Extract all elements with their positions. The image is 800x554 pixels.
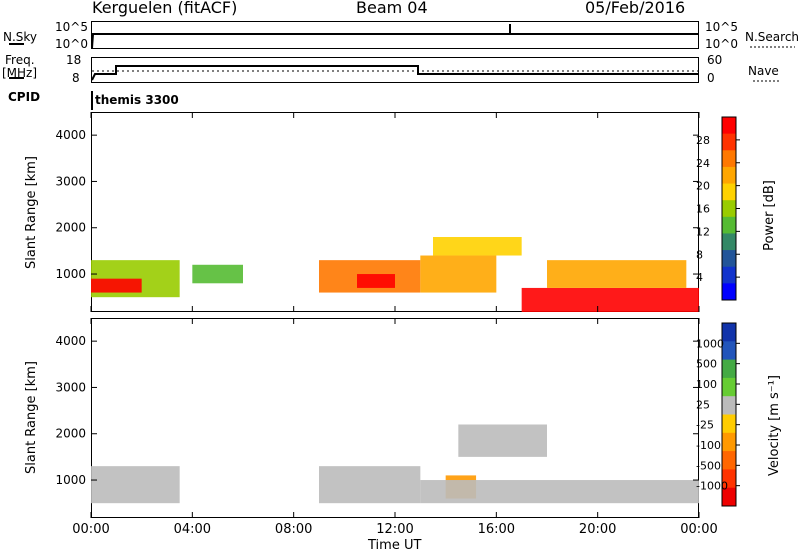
power-colorbar-cell (722, 133, 736, 151)
colorbar-tick-label: -100 (696, 439, 721, 452)
velocity-colorbar-cell (722, 432, 736, 452)
colorbar-tick-label: 1000 (696, 337, 724, 350)
power-region (547, 260, 687, 288)
freq-label: Freq. (5, 53, 35, 67)
colorbar-tick-label: 28 (696, 134, 710, 147)
power-region (420, 255, 497, 293)
power-colorbar-cell (722, 166, 736, 185)
nsearch-label: N.Search (745, 30, 800, 44)
freq-tick-bottom: 8 (72, 71, 80, 85)
velocity-region (91, 466, 180, 504)
velocity-region (420, 480, 699, 504)
colorbar-tick-label: 12 (696, 225, 710, 238)
date-title: 05/Feb/2016 (585, 0, 686, 17)
colorbar-tick-label: -25 (696, 419, 714, 432)
colorbar-tick-label: -500 (696, 459, 721, 472)
colorbar-frame (721, 322, 737, 507)
colorbar-tick-label: 20 (696, 180, 710, 193)
y-tick-label: 1000 (55, 267, 86, 281)
freq-tick-top: 18 (66, 53, 82, 67)
nsky-line (91, 33, 699, 49)
colorbar-tick-label: 24 (696, 157, 710, 170)
power-region (357, 274, 395, 288)
power-region (433, 237, 522, 256)
velocity-colorbar-cell (722, 487, 736, 507)
cpid-program: themis 3300 (95, 93, 179, 107)
power-colorbar-cell (722, 183, 736, 201)
cpid-label: CPID (8, 90, 41, 104)
power-colorbar-cell (722, 283, 736, 301)
power-colorbar-cell (722, 216, 736, 234)
x-tick-label: 20:00 (579, 522, 616, 537)
nsky-tick-top: 10^5 (55, 20, 88, 34)
power-region (91, 278, 142, 293)
velocity-colorbar-cell (722, 469, 736, 489)
power-colorbar-cell (722, 200, 736, 218)
power-colorbar-cell (722, 117, 736, 135)
power-colorbar-cell (722, 233, 736, 251)
nave-label: Nave (748, 64, 779, 78)
velocity-colorbar-cell (722, 396, 736, 415)
freq-unit: [MHz] (2, 66, 38, 80)
velocity-colorbar-cell (722, 323, 736, 342)
velocity-colorbar-cell (722, 451, 736, 470)
x-tick-label: 12:00 (376, 522, 413, 537)
power-colorbar-cell (722, 266, 736, 284)
power-region (521, 287, 699, 312)
x-tick-label: 16:00 (478, 522, 515, 537)
colorbar-tick-label: 4 (696, 271, 703, 284)
x-axis-label: Time UT (368, 538, 422, 553)
nsearch-tick-bottom: 10^0 (705, 37, 738, 51)
colorbar-tick-label: 500 (696, 358, 717, 371)
velocity-colorbar-cell (722, 341, 736, 361)
y-tick-label: 2000 (55, 427, 86, 441)
y-tick-label: 1000 (55, 473, 86, 487)
freq-panel (91, 57, 699, 83)
velocity-colorbar-cell (722, 359, 736, 379)
x-tick-label: 04:00 (174, 522, 211, 537)
power-colorbar-cell (722, 150, 736, 168)
y-tick-label: 3000 (55, 380, 86, 394)
x-tick-label: 00:00 (72, 522, 109, 537)
nave-tick-bottom: 0 (707, 71, 715, 85)
x-tick-label: 00:00 (680, 522, 717, 537)
beam-title: Beam 04 (356, 0, 428, 17)
nsearch-tick-top: 10^5 (705, 20, 738, 34)
colorbar-tick-label: 16 (696, 203, 710, 216)
velocity-colorbar-cell (722, 414, 736, 434)
velocity-colorbar-cell (722, 377, 736, 397)
colorbar-tick-label: 8 (696, 248, 703, 261)
colorbar-tick-label: 25 (696, 398, 710, 411)
power-colorbar-cell (722, 250, 736, 268)
freq-line (91, 65, 699, 81)
velocity-region (319, 466, 421, 504)
x-tick-label: 08:00 (275, 522, 312, 537)
velocity-region (458, 424, 547, 457)
radar-title: Kerguelen (fitACF) (92, 0, 238, 17)
power-region (192, 264, 243, 284)
nsky-tick-bottom: 10^0 (55, 37, 88, 51)
y-tick-label: 4000 (55, 334, 86, 348)
y-tick-label: 4000 (55, 128, 86, 142)
nsky-label: N.Sky (3, 30, 38, 44)
y-tick-label: 2000 (55, 221, 86, 235)
colorbar-tick-label: -1000 (696, 480, 728, 493)
nave-tick-top: 60 (707, 53, 723, 67)
y-tick-label: 3000 (55, 174, 86, 188)
colorbar-tick-label: 100 (696, 378, 717, 391)
